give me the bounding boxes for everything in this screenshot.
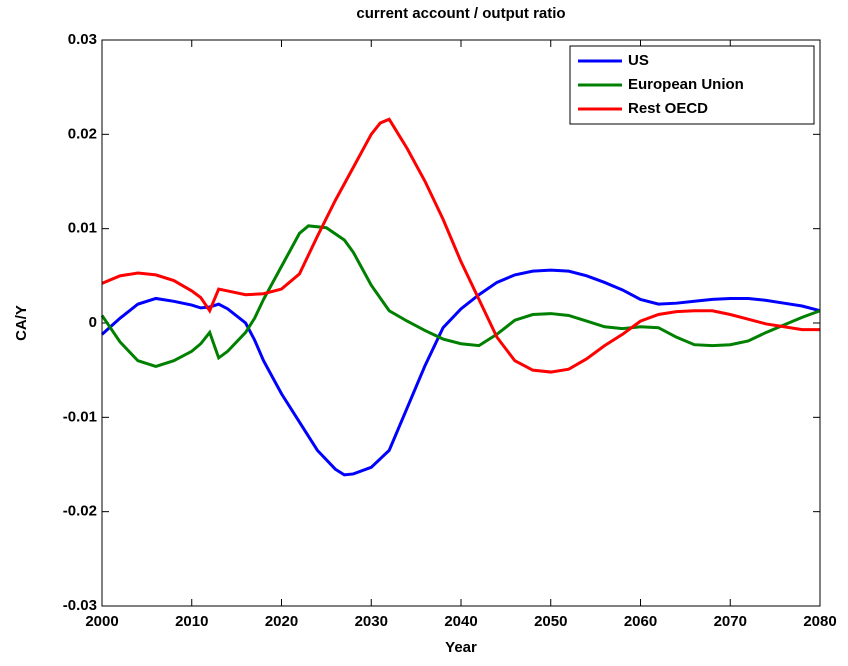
x-tick-label: 2060 [624, 613, 657, 630]
axes-box [101, 39, 821, 607]
x-tick-label: 2080 [803, 613, 836, 630]
x-tick-label: 2010 [175, 613, 208, 630]
y-tick-label: 0.03 [68, 31, 97, 48]
legend-label: Rest OECD [628, 100, 708, 117]
x-axis-label: Year [445, 639, 477, 656]
y-tick-label: 0 [89, 314, 97, 331]
y-tick-label: -0.03 [63, 597, 97, 614]
x-tick-label: 2040 [444, 613, 477, 630]
data-line [100, 224, 821, 368]
x-tick-label: 2050 [534, 613, 567, 630]
y-axis-label: CA/Y [13, 305, 30, 341]
x-tick-label: 2020 [265, 613, 298, 630]
plot-area [102, 40, 820, 606]
x-tick-label: 2030 [355, 613, 388, 630]
y-tick-label: 0.02 [68, 125, 97, 142]
legend-label: US [628, 52, 649, 69]
y-tick-label: -0.02 [63, 503, 97, 520]
y-tick-label: -0.01 [63, 408, 97, 425]
legend-label: European Union [628, 76, 744, 93]
y-tick-label: 0.01 [68, 220, 97, 237]
x-tick-label: 2000 [85, 613, 118, 630]
chart-title: current account / output ratio [356, 5, 565, 22]
x-tick-label: 2070 [714, 613, 747, 630]
data-line [101, 117, 820, 374]
